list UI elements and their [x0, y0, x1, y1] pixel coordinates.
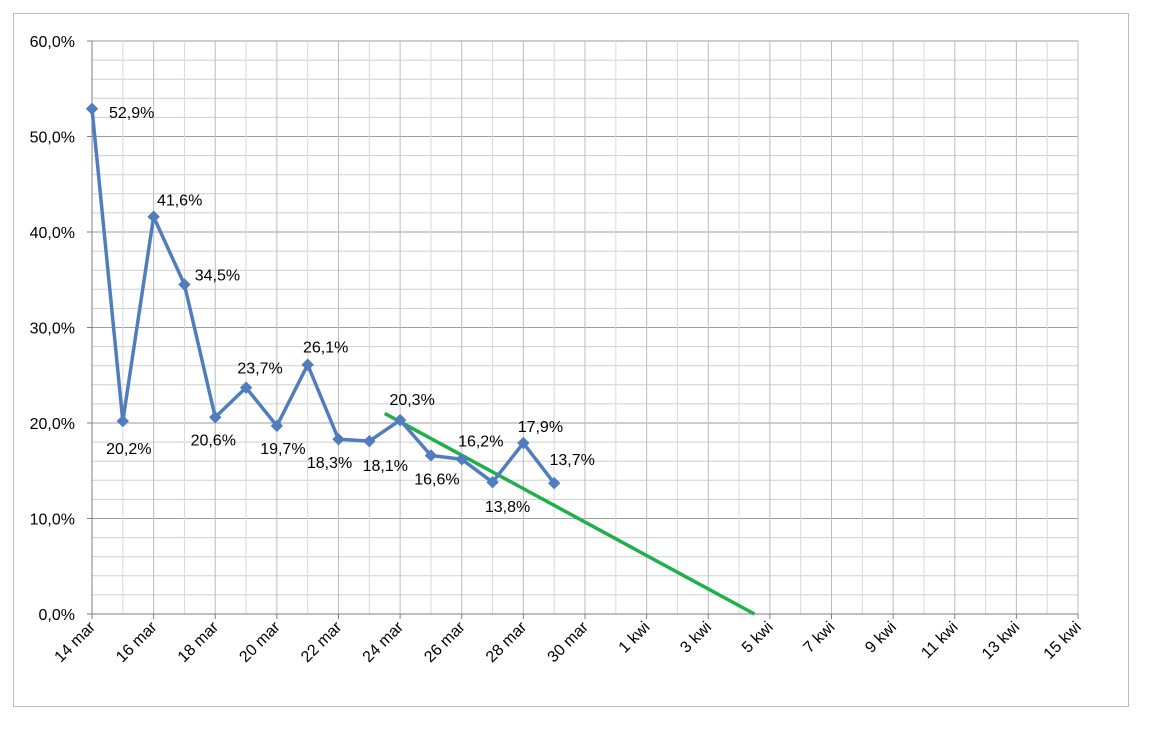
x-tick-label: 13 kwi [979, 619, 1023, 663]
data-point-marker [178, 278, 191, 291]
grid [91, 40, 1079, 615]
data-label: 20,2% [106, 441, 151, 458]
data-point-marker [486, 476, 499, 489]
data-label: 19,7% [260, 441, 305, 458]
y-tick-label: 0,0% [39, 607, 75, 624]
data-point-marker [301, 358, 314, 371]
x-tick-label: 7 kwi [801, 619, 839, 657]
data-label: 16,2% [458, 433, 503, 450]
data-point-marker [393, 413, 407, 427]
x-tick-label: 22 mar [298, 618, 346, 666]
data-label: 23,7% [237, 361, 282, 378]
x-tick-label: 3 kwi [677, 619, 715, 657]
x-tick-label: 9 kwi [862, 619, 900, 657]
data-label: 26,1% [303, 340, 348, 357]
axes: 0,0% 10,0% 20,0% 30,0% 40,0% 50,0% 60,0% 14 mar… [30, 34, 1085, 666]
data-label: 20,6% [191, 432, 236, 449]
data-point-marker [455, 453, 468, 466]
y-tick-label: 20,0% [30, 416, 75, 433]
data-label: 52,9% [109, 105, 154, 122]
y-tick-label: 30,0% [30, 321, 75, 338]
data-label: 16,6% [414, 471, 459, 488]
y-tick-label: 60,0% [30, 34, 75, 51]
data-label: 34,5% [195, 268, 240, 285]
x-tick-label: 18 mar [175, 618, 223, 666]
data-point-marker [239, 381, 253, 394]
data-point-marker [85, 102, 99, 116]
data-point-marker [547, 476, 561, 490]
x-tick-label: 11 kwi [918, 619, 961, 662]
trend-line [383, 411, 756, 616]
x-tick-label: 24 mar [360, 618, 408, 666]
data-point-marker [363, 434, 376, 448]
data-point-marker [209, 411, 222, 424]
data-point-marker [270, 419, 284, 433]
x-tick-label: 14 mar [52, 618, 100, 666]
data-point-marker [424, 449, 438, 462]
x-tick-label: 30 mar [545, 618, 593, 666]
data-label: 20,3% [389, 392, 434, 409]
data-label: 13,8% [485, 499, 530, 516]
data-label: 18,1% [363, 458, 408, 475]
x-tick-label: 1 kwi [616, 619, 654, 657]
data-label: 13,7% [550, 452, 595, 469]
x-tick-label: 15 kwi [1041, 619, 1085, 663]
data-label: 17,9% [518, 419, 563, 436]
series-layer [85, 102, 561, 490]
x-tick-label: 5 kwi [739, 619, 777, 657]
x-tick-label: 20 mar [236, 618, 284, 666]
y-tick-label: 40,0% [30, 225, 75, 242]
x-tick-label: 16 mar [113, 618, 161, 666]
y-tick-label: 10,0% [30, 512, 75, 529]
data-label: 18,3% [307, 455, 352, 472]
data-point-marker [116, 414, 130, 428]
x-tick-label: 28 mar [483, 618, 531, 666]
series-line [90, 108, 556, 485]
data-point-marker [517, 436, 530, 450]
data-point-marker [332, 433, 345, 446]
trend-line-layer [383, 411, 756, 616]
y-tick-label: 50,0% [30, 130, 75, 147]
data-label-layer: 52,9% 20,2% 41,6% 34,5% 20,6% 23,7% 19,7% 26,1%… [106, 105, 595, 516]
x-tick-label: 26 mar [421, 618, 469, 666]
chart-frame [13, 13, 1129, 707]
data-label: 41,6% [157, 193, 202, 210]
data-point-marker [147, 210, 160, 223]
